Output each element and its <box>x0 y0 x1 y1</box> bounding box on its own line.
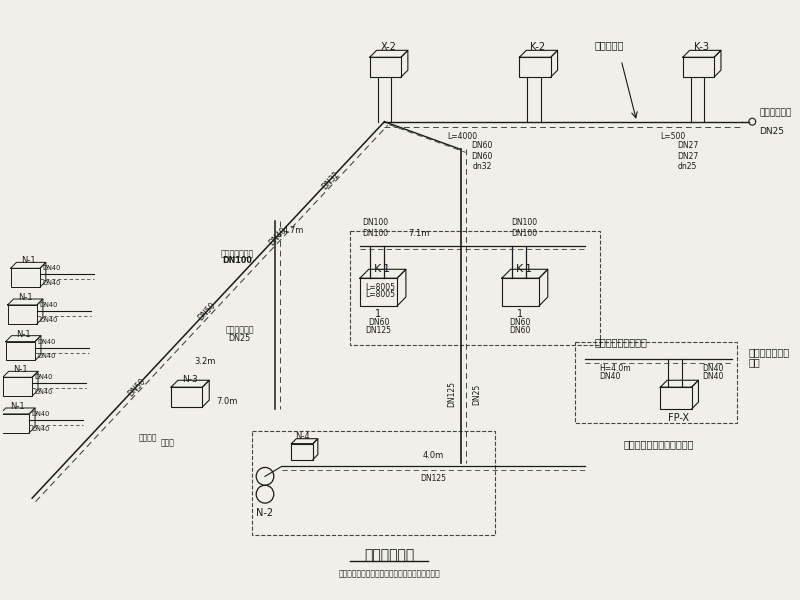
Text: N-1: N-1 <box>18 293 33 302</box>
Text: 接排余风机盘管: 接排余风机盘管 <box>748 347 790 358</box>
Bar <box>291 443 313 460</box>
Text: DN40: DN40 <box>34 389 53 395</box>
Text: 风管: 风管 <box>748 358 760 367</box>
Text: K-2: K-2 <box>530 43 546 52</box>
Text: DN40: DN40 <box>31 426 50 432</box>
Text: DN32: DN32 <box>320 169 341 191</box>
Bar <box>10 268 40 287</box>
Text: DN40: DN40 <box>702 364 724 373</box>
Text: DN40: DN40 <box>37 353 55 359</box>
Text: 空调机组入水管: 空调机组入水管 <box>221 250 254 259</box>
Bar <box>6 341 35 361</box>
Text: 自动排气阀组: 自动排气阀组 <box>759 109 791 118</box>
Text: 空调水系统图: 空调水系统图 <box>364 548 414 563</box>
Text: DN50: DN50 <box>126 376 147 398</box>
Text: 1: 1 <box>518 309 523 319</box>
Text: 其余凡机盘管接管与此相同: 其余凡机盘管接管与此相同 <box>623 439 694 449</box>
Text: DN60: DN60 <box>368 318 389 327</box>
Text: DN40: DN40 <box>31 411 50 417</box>
Text: 4.0m: 4.0m <box>422 451 444 461</box>
Text: DN25: DN25 <box>759 127 784 136</box>
Text: DN27
DN27
dn25: DN27 DN27 dn25 <box>677 142 698 171</box>
Text: DN40: DN40 <box>42 265 60 271</box>
Text: 冷水量: 冷水量 <box>160 439 174 448</box>
Bar <box>660 387 692 409</box>
Bar <box>2 377 32 396</box>
Bar <box>519 57 550 77</box>
Text: 3.2m: 3.2m <box>194 357 216 366</box>
Text: DN40: DN40 <box>37 338 55 344</box>
Text: K-3: K-3 <box>694 43 709 52</box>
Text: N-2: N-2 <box>257 508 274 518</box>
Text: N-1: N-1 <box>13 365 28 374</box>
Text: DN40: DN40 <box>702 373 724 382</box>
Text: DN125: DN125 <box>366 326 391 335</box>
Text: L=500: L=500 <box>660 131 686 140</box>
Text: DN40: DN40 <box>42 280 60 286</box>
Text: DN125: DN125 <box>447 381 456 407</box>
Bar <box>575 341 737 423</box>
Bar <box>350 230 600 344</box>
Text: DN60: DN60 <box>510 318 531 327</box>
Text: L=8005: L=8005 <box>365 290 395 299</box>
Text: DN25: DN25 <box>229 334 250 343</box>
Text: 1: 1 <box>375 309 382 319</box>
Bar <box>171 387 202 407</box>
Bar <box>360 278 397 306</box>
Bar <box>0 414 29 433</box>
Text: K-1: K-1 <box>374 264 391 274</box>
Text: DN40: DN40 <box>34 374 53 380</box>
Text: N-1: N-1 <box>16 329 30 338</box>
Text: 冷气供给管道、风机盘管供回水管江入起排水系统: 冷气供给管道、风机盘管供回水管江入起排水系统 <box>338 569 440 578</box>
Text: 温差水量: 温差水量 <box>138 434 157 443</box>
Text: N-3: N-3 <box>182 375 198 384</box>
Text: N-1: N-1 <box>21 256 35 265</box>
Bar <box>252 431 495 535</box>
Bar <box>683 57 714 77</box>
Text: 接排水立管: 接排水立管 <box>594 40 624 50</box>
Text: DN60: DN60 <box>510 326 531 335</box>
Text: 4.7m: 4.7m <box>282 226 304 235</box>
Text: 7.1m: 7.1m <box>408 229 430 238</box>
Text: N-4: N-4 <box>295 431 310 440</box>
Text: DN60
DN60
dn32: DN60 DN60 dn32 <box>471 142 493 171</box>
Text: K-1: K-1 <box>516 264 533 274</box>
Text: DN40: DN40 <box>600 373 621 382</box>
Text: DN100
DN100: DN100 DN100 <box>362 218 388 238</box>
Bar <box>8 305 37 324</box>
Text: X-2: X-2 <box>380 43 396 52</box>
Bar <box>370 57 401 77</box>
Text: DN125: DN125 <box>420 475 446 484</box>
Text: 接排余风机盘管风管: 接排余风机盘管风管 <box>594 338 648 347</box>
Text: DN100: DN100 <box>222 256 253 265</box>
Text: 7.0m: 7.0m <box>216 397 238 406</box>
Text: L=8005: L=8005 <box>365 283 395 292</box>
Text: DN100
DN100: DN100 DN100 <box>511 218 538 238</box>
Text: H=4.0m: H=4.0m <box>600 364 631 373</box>
Text: DN25: DN25 <box>473 383 482 405</box>
Text: N-1: N-1 <box>10 402 25 411</box>
Text: DN40: DN40 <box>39 302 58 308</box>
Text: L=4000: L=4000 <box>447 131 478 140</box>
Text: FP-X: FP-X <box>668 413 690 423</box>
Text: DN50: DN50 <box>197 301 218 323</box>
Bar <box>502 278 539 306</box>
Text: DN40: DN40 <box>267 226 288 247</box>
Text: 自动排气阀组: 自动排气阀组 <box>226 326 254 335</box>
Text: DN40: DN40 <box>39 317 58 323</box>
